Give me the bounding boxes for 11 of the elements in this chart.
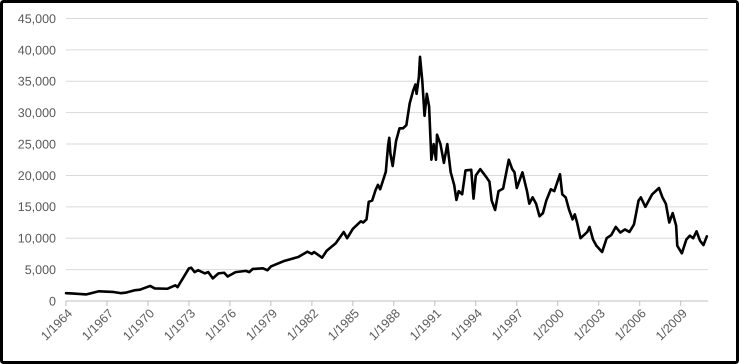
y-tick-label: 20,000 [18, 168, 56, 183]
y-tick-label: 35,000 [18, 74, 56, 89]
y-tick-label: 15,000 [18, 200, 56, 214]
line-series [64, 55, 708, 296]
y-tick-label: 30,000 [18, 106, 56, 120]
y-tick-label: 45,000 [18, 12, 56, 26]
y-tick-label: 40,000 [18, 43, 56, 58]
y-tick-label: 25,000 [18, 137, 56, 152]
y-tick-label: 5,000 [24, 262, 56, 277]
y-tick-label: 0 [49, 294, 56, 308]
y-tick-label: 10,000 [18, 232, 56, 246]
